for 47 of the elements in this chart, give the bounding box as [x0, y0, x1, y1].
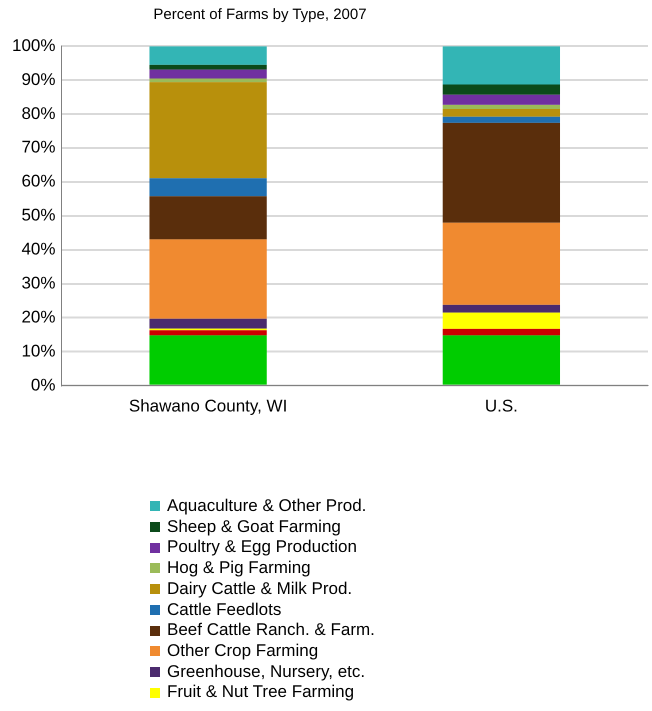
bar: [442, 108, 560, 117]
bar: [149, 46, 267, 65]
bar: [149, 196, 267, 240]
y-tick-label: 80%: [21, 104, 56, 123]
bar: [149, 335, 267, 385]
bar: [149, 78, 267, 82]
legend-label: Other Crop Farming: [167, 640, 318, 662]
legend-label: Sheep & Goat Farming: [167, 516, 341, 538]
bar: [442, 222, 560, 305]
y-tick-label: 100%: [12, 36, 56, 55]
x-tick-label: Shawano County, WI: [128, 396, 288, 416]
y-tick-label: 30%: [21, 273, 56, 292]
legend-label: Fruit & Nut Tree Farming: [167, 682, 354, 704]
bar: [149, 318, 267, 329]
bar: [442, 116, 560, 123]
bar: [442, 94, 560, 105]
y-tick-label: 20%: [21, 307, 56, 326]
bar: [149, 82, 267, 178]
y-tick-label: 60%: [21, 172, 56, 191]
x-tick-label: U.S.: [484, 396, 518, 416]
bar: [442, 104, 560, 109]
y-tick-label: 40%: [21, 240, 56, 259]
legend-label: Hog & Pig Farming: [167, 558, 311, 579]
bar: [149, 64, 267, 70]
bar: [442, 328, 560, 336]
y-tick-label: 90%: [21, 70, 56, 89]
legend-label: Aquaculture & Other Prod.: [167, 496, 366, 517]
chart-title: Percent of Farms by Type, 2007: [152, 6, 368, 23]
bar: [442, 335, 560, 385]
bar: [149, 178, 267, 196]
bar: [149, 239, 267, 319]
legend-label: Poultry & Egg Production: [167, 537, 357, 558]
bar: [149, 70, 267, 78]
bar: [442, 304, 560, 313]
legend-label: Dairy Cattle & Milk Prod.: [167, 578, 352, 600]
y-tick-label: 50%: [21, 206, 56, 225]
legend-label: Beef Cattle Ranch. & Farm.: [167, 620, 375, 641]
bar: [442, 122, 560, 223]
bar: [442, 84, 560, 95]
y-tick-label: 70%: [21, 138, 56, 157]
legend-label: Cattle Feedlots: [167, 600, 282, 620]
legend-label: Greenhouse, Nursery, etc.: [167, 662, 366, 682]
y-tick-label: 0%: [30, 375, 56, 394]
bar: [442, 46, 560, 85]
bar: [149, 330, 267, 336]
bar: [442, 312, 560, 329]
y-tick-label: 10%: [21, 341, 56, 360]
